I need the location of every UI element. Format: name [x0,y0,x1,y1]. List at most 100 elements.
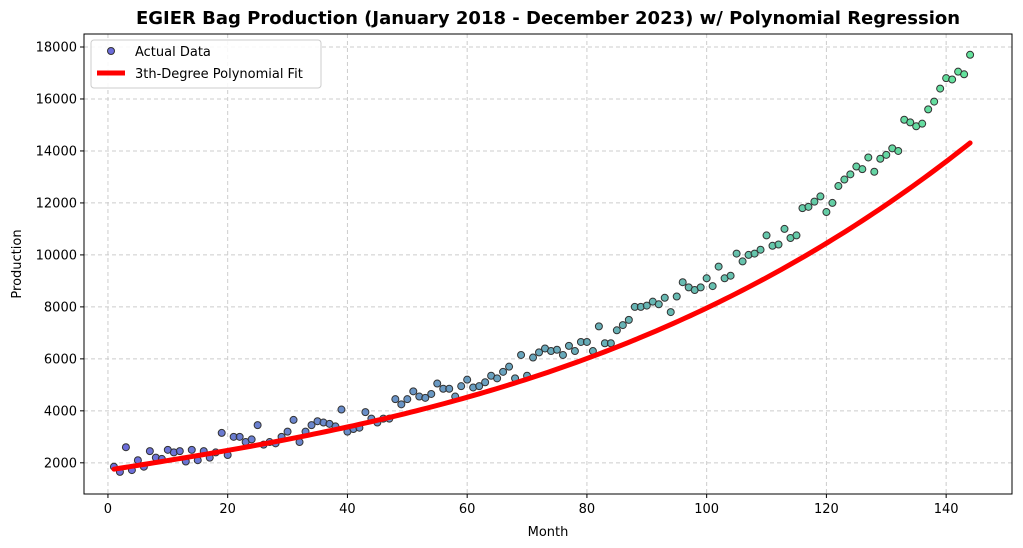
data-point [876,154,885,163]
data-point [822,208,831,217]
data-point [457,382,466,391]
data-point [558,350,567,359]
data-point [858,165,867,174]
data-point [924,105,933,114]
x-tick-label: 80 [579,502,596,517]
data-point [780,224,789,233]
data-point [445,384,454,393]
data-point [253,421,262,430]
data-point [840,175,849,184]
y-tick-label: 8000 [44,300,77,315]
plot-frame [83,33,1013,495]
x-tick-label: 40 [339,502,356,517]
data-point [570,347,579,356]
data-point [121,443,130,452]
data-point [906,118,915,127]
data-point [235,432,244,441]
y-tick-label: 4000 [44,404,77,419]
data-point [421,393,430,402]
data-point [816,192,825,201]
data-point [834,182,843,191]
data-point [337,405,346,414]
data-point [289,415,298,424]
data-point [960,70,969,79]
data-point [810,197,819,206]
legend-label-actual-data: Actual Data [135,45,211,60]
data-point [930,97,939,106]
data-point [762,231,771,240]
data-point [660,293,669,302]
data-point [505,362,514,371]
data-point [463,375,472,384]
y-tick-label: 10000 [36,248,77,263]
data-point [217,428,226,437]
data-point [948,75,957,84]
x-tick-label: 100 [694,502,719,517]
data-point [564,341,573,350]
data-point [966,50,975,59]
data-point [936,84,945,93]
data-point [672,292,681,301]
data-point [481,378,490,387]
x-tick-label: 60 [459,502,476,517]
data-point [361,408,370,417]
data-point [864,153,873,162]
data-point [882,150,891,159]
grid [84,34,1012,494]
data-point [702,274,711,283]
x-tick-label: 20 [219,502,236,517]
chart-title: EGIER Bag Production (January 2018 - Dec… [136,8,960,29]
data-point [517,350,526,359]
data-point [708,282,717,291]
x-tick-label: 140 [934,502,959,517]
data-point [433,379,442,388]
data-point [726,271,735,280]
data-point [894,146,903,155]
data-point [774,240,783,249]
data-point [714,262,723,271]
data-point [642,301,651,310]
data-point [678,278,687,287]
data-point [732,249,741,258]
data-point [493,374,502,383]
data-point [870,167,879,176]
x-tick-label: 120 [814,502,839,517]
data-point [654,300,663,309]
data-point [618,321,627,330]
scatter-points [109,50,975,476]
data-point [792,231,801,240]
data-point [594,322,603,331]
data-point [307,421,316,430]
x-axis-ticks: 0 20 40 60 80 100 120 140 [104,494,959,517]
y-tick-label: 14000 [36,144,77,159]
data-point [403,395,412,404]
data-point [918,119,927,128]
y-tick-label: 12000 [36,196,77,211]
x-tick-label: 0 [104,502,112,517]
data-point [612,326,621,335]
data-point [696,283,705,292]
data-point [804,202,813,211]
polynomial-fit-line [111,140,973,472]
y-axis-ticks: 2000 4000 6000 8000 10000 12000 14000 16000 1800… [36,40,84,471]
data-point [145,447,154,456]
data-point [475,382,484,391]
data-point [499,367,508,376]
data-point [529,353,538,362]
data-point [624,315,633,324]
legend: Actual Data 3th-Degree Polynomial Fit [90,39,322,89]
data-point [187,445,196,454]
data-point [247,435,256,444]
legend-marker-actual-data [107,47,115,55]
data-point [175,447,184,456]
data-point [552,345,561,354]
data-point [582,337,591,346]
x-axis-label: Month [528,525,569,540]
data-point [397,400,406,409]
data-point [283,427,292,436]
data-point [756,245,765,254]
data-point [846,170,855,179]
legend-box [90,39,322,89]
data-point [738,257,747,266]
